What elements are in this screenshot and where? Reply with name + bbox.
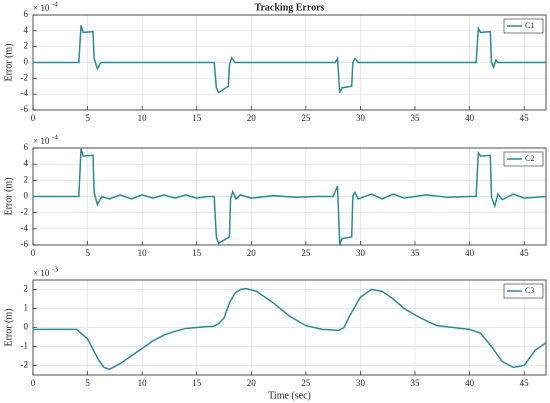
series-line bbox=[33, 287, 547, 371]
x-tick-label: 25 bbox=[301, 248, 311, 258]
exponent-base: × 10 bbox=[33, 136, 50, 146]
x-tick-label: 15 bbox=[192, 113, 202, 123]
y-tick-label: 0 bbox=[24, 322, 29, 332]
x-tick-label: 20 bbox=[247, 378, 257, 388]
y-tick-label: 0 bbox=[24, 191, 29, 201]
x-tick-label: 15 bbox=[192, 248, 202, 258]
x-tick-label: 5 bbox=[85, 378, 90, 388]
x-tick-label: 0 bbox=[31, 113, 36, 123]
x-tick-label: 35 bbox=[411, 113, 421, 123]
y-tick-label: 6 bbox=[24, 142, 29, 152]
legend-box bbox=[503, 18, 544, 34]
x-tick-label: 10 bbox=[138, 248, 148, 258]
y-tick-label: 1 bbox=[24, 303, 29, 313]
legend-label: C1 bbox=[525, 21, 534, 30]
x-tick-label: 25 bbox=[301, 113, 311, 123]
y-tick-label: -4 bbox=[21, 223, 29, 233]
exponent-power: -4 bbox=[52, 1, 58, 9]
y-tick-label: 2 bbox=[24, 284, 29, 294]
x-tick-label: 45 bbox=[520, 378, 530, 388]
axes-box bbox=[32, 279, 547, 376]
x-tick-label: 5 bbox=[85, 113, 90, 123]
y-tick-label: -2 bbox=[21, 360, 29, 370]
exponent-base: × 10 bbox=[33, 3, 50, 13]
x-tick-label: 10 bbox=[138, 113, 148, 123]
y-tick-label: 4 bbox=[24, 25, 29, 35]
y-axis-label: Error (m) bbox=[3, 177, 14, 215]
x-tick-label: 30 bbox=[356, 113, 366, 123]
x-tick-label: 30 bbox=[356, 378, 366, 388]
y-tick-label: 6 bbox=[24, 9, 29, 19]
x-tick-label: 0 bbox=[31, 378, 36, 388]
x-tick-label: 45 bbox=[520, 248, 530, 258]
x-tick-label: 0 bbox=[31, 248, 36, 258]
x-tick-label: 20 bbox=[247, 248, 257, 258]
series-line bbox=[33, 25, 546, 94]
y-tick-label: -6 bbox=[21, 104, 29, 114]
y-tick-label: -2 bbox=[21, 207, 29, 217]
x-tick-label: 10 bbox=[138, 378, 148, 388]
y-axis-label: Error (m) bbox=[3, 43, 14, 81]
y-tick-label: 0 bbox=[24, 57, 29, 67]
x-tick-label: 20 bbox=[247, 113, 257, 123]
y-tick-label: 4 bbox=[24, 158, 29, 168]
exponent-power: -4 bbox=[52, 134, 58, 142]
x-axis-label: Time (sec) bbox=[268, 390, 311, 401]
x-tick-label: 30 bbox=[356, 248, 366, 258]
exponent-power: -3 bbox=[52, 266, 58, 274]
legend-box bbox=[503, 283, 544, 299]
y-tick-label: -2 bbox=[21, 72, 29, 82]
y-tick-label: 2 bbox=[24, 41, 29, 51]
y-tick-label: -4 bbox=[21, 88, 29, 98]
chart-title: Tracking Errors bbox=[255, 2, 325, 13]
legend-label: C2 bbox=[525, 154, 534, 163]
exponent-base: × 10 bbox=[33, 268, 50, 278]
legend-box bbox=[503, 151, 544, 167]
y-axis-label: Error (m) bbox=[3, 308, 14, 346]
y-tick-label: -1 bbox=[21, 341, 29, 351]
x-tick-label: 40 bbox=[465, 113, 475, 123]
x-tick-label: 5 bbox=[85, 248, 90, 258]
x-tick-label: 15 bbox=[192, 378, 202, 388]
x-tick-label: 45 bbox=[520, 113, 530, 123]
x-tick-label: 35 bbox=[411, 378, 421, 388]
series-line bbox=[33, 148, 547, 246]
x-tick-label: 25 bbox=[301, 378, 311, 388]
y-tick-label: -6 bbox=[21, 239, 29, 249]
legend-label: C3 bbox=[525, 286, 534, 295]
y-tick-label: 2 bbox=[24, 174, 29, 184]
x-tick-label: 35 bbox=[411, 248, 421, 258]
x-tick-label: 40 bbox=[465, 378, 475, 388]
x-tick-label: 40 bbox=[465, 248, 475, 258]
